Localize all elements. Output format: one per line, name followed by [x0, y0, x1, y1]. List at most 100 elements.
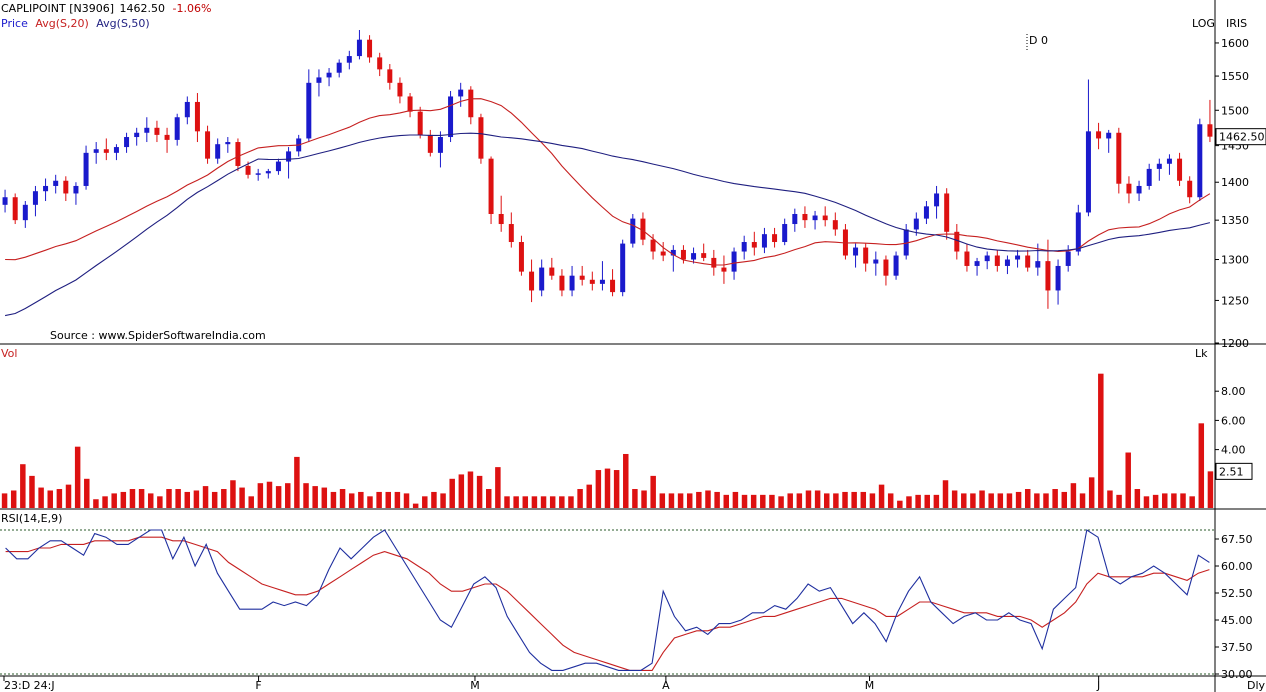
- candle-body: [245, 165, 251, 175]
- volume-bar: [221, 489, 227, 508]
- volume-badge-box: [1215, 462, 1253, 480]
- volume-tick-label: 4.00: [1221, 444, 1246, 457]
- candle-body: [367, 39, 373, 58]
- volume-bar: [979, 490, 985, 508]
- candle-body: [448, 96, 454, 138]
- time-tick-label: M: [470, 679, 480, 692]
- volume-bar: [321, 487, 328, 508]
- rsi-tick-label: 45.00: [1221, 614, 1253, 627]
- volume-bar: [431, 491, 437, 508]
- candle-body: [488, 158, 494, 214]
- candle-body: [1116, 132, 1122, 184]
- volume-bar: [476, 475, 483, 508]
- candle-body: [1025, 255, 1031, 268]
- symbol-label: CAPLIPOINT [N3906]: [1, 2, 114, 15]
- candle-body: [994, 255, 1000, 266]
- volume-bar: [1107, 490, 1113, 508]
- candle-body: [63, 180, 69, 194]
- volume-bar: [686, 493, 693, 508]
- candle-body: [377, 57, 383, 70]
- volume-bar: [394, 491, 401, 508]
- volume-bar: [467, 471, 474, 508]
- candlestick-series: [2, 30, 1213, 309]
- volume-bar: [303, 483, 309, 508]
- candle-body: [802, 213, 808, 221]
- price-tick-label: 1550: [1221, 70, 1249, 83]
- volume-bar: [1024, 489, 1031, 508]
- volume-bar: [266, 481, 273, 508]
- volume-bar: [1006, 493, 1013, 508]
- volume-bar: [1125, 452, 1131, 508]
- candle-body: [680, 249, 686, 260]
- volume-bar: [650, 475, 656, 508]
- volume-bar: [549, 496, 556, 508]
- candle-body: [235, 142, 241, 166]
- volume-bar: [641, 490, 647, 508]
- candle-body: [113, 147, 119, 153]
- volume-bar: [531, 496, 538, 508]
- candle-body: [346, 56, 352, 63]
- volume-bar: [330, 491, 337, 508]
- volume-bar: [376, 491, 382, 508]
- candle-body: [974, 261, 980, 266]
- volume-bar: [102, 496, 108, 508]
- candle-body: [812, 215, 818, 221]
- candle-body: [761, 234, 767, 248]
- volume-bar: [184, 491, 191, 508]
- candle-body: [1055, 265, 1061, 291]
- legend-avg50: Avg(S,50): [96, 17, 150, 30]
- volume-bar: [129, 489, 136, 508]
- candle-body: [1126, 183, 1132, 194]
- volume-bar: [294, 456, 300, 508]
- volume-bar: [577, 489, 583, 508]
- volume-tick-label: 6.00: [1221, 414, 1246, 427]
- period-label: Dly: [1247, 679, 1266, 692]
- volume-bar: [193, 490, 200, 508]
- candle-body: [751, 242, 757, 248]
- candle-body: [711, 257, 717, 268]
- volume-bar: [869, 493, 876, 508]
- volume-bar: [961, 493, 967, 508]
- volume-axis: 8.00 6.00 4.00: [1215, 385, 1246, 457]
- candle-body: [1146, 168, 1152, 186]
- volume-bar: [412, 503, 419, 508]
- rsi-lines: [0, 529, 1215, 675]
- time-tick-label: F: [255, 679, 261, 692]
- volume-bar: [705, 490, 711, 508]
- avg20-line: [5, 98, 1211, 266]
- volume-bar: [787, 493, 793, 508]
- candle-body: [630, 218, 636, 244]
- volume-bar: [814, 490, 821, 508]
- volume-bar: [495, 467, 501, 508]
- candle-body: [407, 96, 413, 112]
- volume-bar: [230, 480, 236, 508]
- candle-body: [336, 62, 342, 73]
- legend-avg20: Avg(S,20): [35, 17, 89, 30]
- candle-body: [589, 279, 595, 284]
- candle-body: [944, 193, 950, 232]
- candle-body: [2, 197, 8, 205]
- price-tick-label: 1250: [1221, 294, 1249, 307]
- volume-bar: [559, 496, 565, 508]
- rsi-tick-label: 52.50: [1221, 587, 1253, 600]
- volume-bar: [1171, 493, 1177, 508]
- log-scale-toggle[interactable]: LOG: [1192, 17, 1215, 30]
- volume-bar: [285, 483, 291, 508]
- volume-bar: [513, 496, 519, 508]
- volume-bar: [732, 491, 739, 508]
- volume-bar: [56, 489, 63, 508]
- candle-body: [154, 127, 160, 135]
- rsi-line: [5, 529, 1210, 671]
- volume-bar: [714, 491, 720, 508]
- candle-body: [518, 242, 524, 272]
- candle-body: [174, 117, 180, 140]
- volume-bar: [449, 478, 455, 508]
- volume-bar: [924, 494, 930, 508]
- rsi-signal-line: [5, 536, 1210, 671]
- candle-body: [417, 111, 423, 135]
- volume-bar: [1, 493, 8, 508]
- candle-body: [883, 259, 889, 276]
- candle-body: [1065, 251, 1071, 266]
